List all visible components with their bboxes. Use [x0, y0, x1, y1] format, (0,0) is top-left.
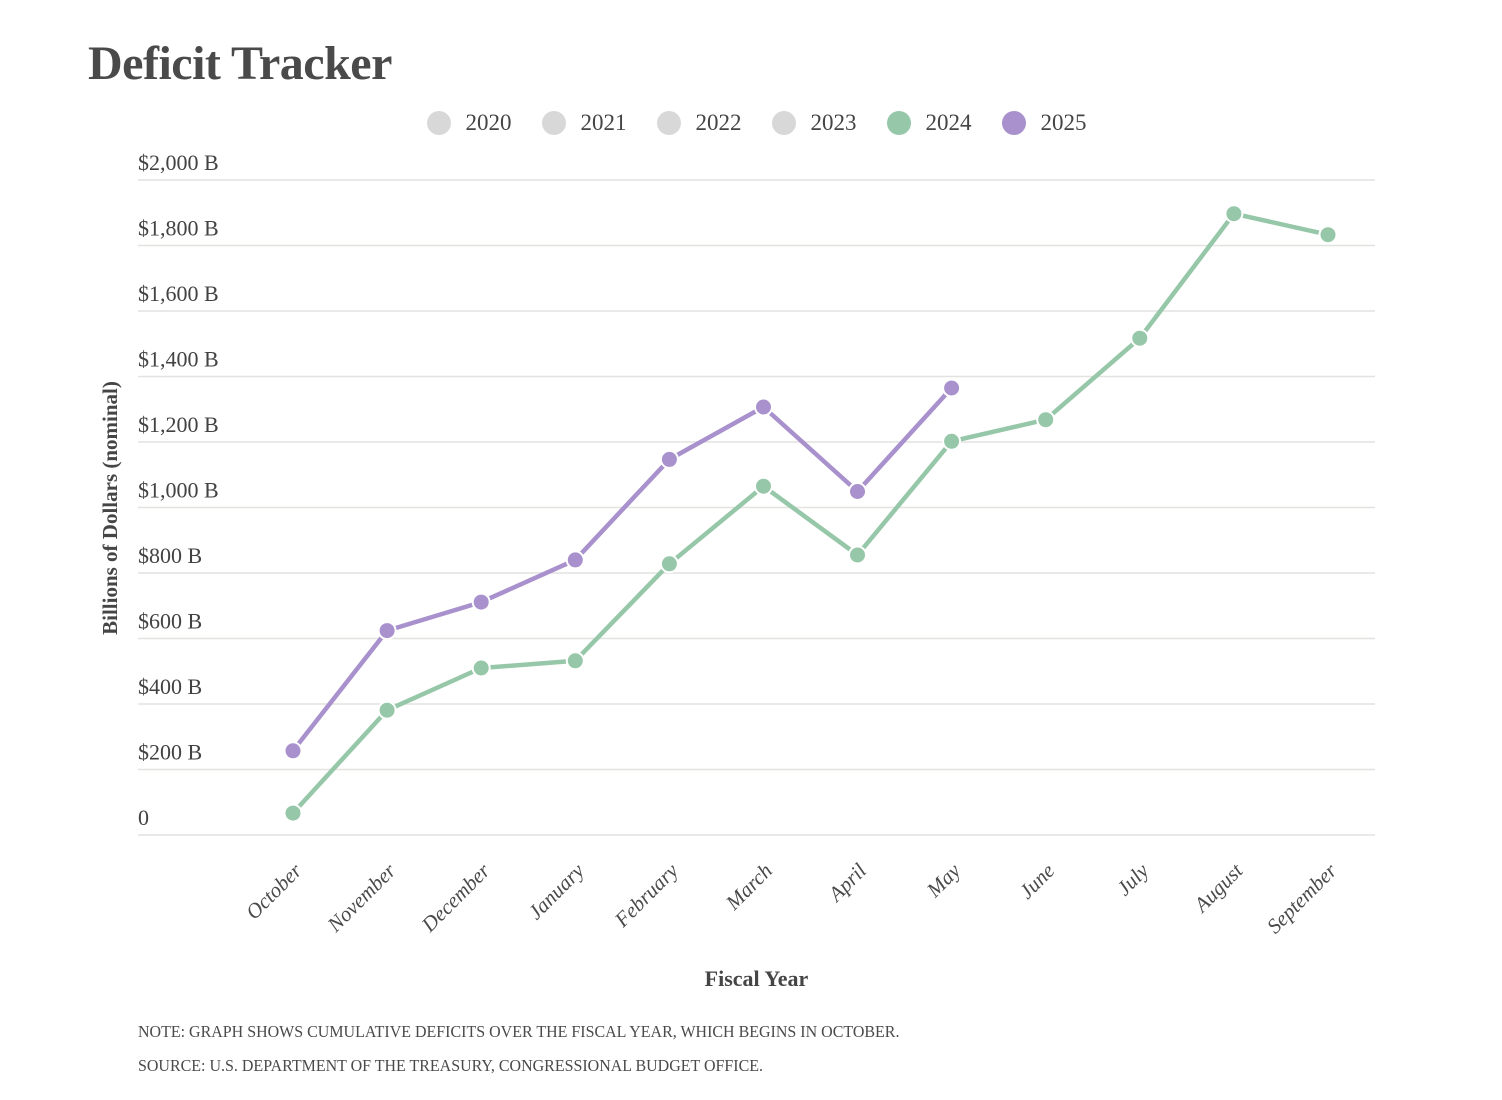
series-line-2025 — [290, 385, 954, 754]
y-tick-label: 0 — [138, 805, 149, 830]
legend-item-2022[interactable]: 2022 — [656, 110, 742, 136]
x-tick-label-September: September — [1262, 858, 1342, 938]
x-axis-tick-labels: October November December January February Ma… — [241, 858, 1342, 938]
data-point-2024-July[interactable] — [1130, 328, 1150, 348]
legend-label: 2025 — [1040, 110, 1087, 135]
legend-item-2024[interactable]: 2024 — [886, 110, 972, 136]
legend-item-2020[interactable]: 2020 — [426, 110, 512, 136]
legend-dot-2024 — [886, 111, 911, 135]
legend-dot-2022 — [656, 111, 681, 135]
data-point-2024-April[interactable] — [848, 545, 867, 565]
legend-item-2025[interactable]: 2025 — [1001, 110, 1087, 136]
legend-dot-2023 — [771, 111, 796, 135]
chart-note: NOTE: GRAPH SHOWS CUMULATIVE DEFICITS OV… — [138, 1022, 900, 1041]
data-point-2024-January[interactable] — [565, 651, 585, 671]
x-tick-label-April: April — [822, 858, 871, 907]
y-tick-label: $1,600 B — [138, 281, 219, 306]
x-tick-label-May: May — [921, 858, 966, 903]
data-point-2025-October[interactable] — [283, 741, 303, 761]
data-point-2024-December[interactable] — [471, 658, 491, 678]
series-line-2024 — [290, 211, 1331, 816]
legend-label: 2020 — [465, 110, 512, 135]
legend-label: 2021 — [580, 110, 627, 135]
data-point-2025-April[interactable] — [848, 482, 867, 501]
y-axis-title: Billions of Dollars (nominal) — [98, 381, 122, 635]
chart-source: SOURCE: U.S. DEPARTMENT OF THE TREASURY,… — [138, 1056, 764, 1075]
y-tick-label: $400 B — [138, 674, 202, 699]
legend-label: 2023 — [810, 110, 857, 135]
y-axis-tick-labels: $2,000 B $1,800 B $1,600 B $1,400 B $1,200 B… — [138, 150, 219, 830]
x-tick-label-July: July — [1112, 858, 1154, 900]
y-tick-label: $1,200 B — [138, 412, 219, 437]
x-tick-label-March: March — [720, 859, 777, 916]
data-point-2025-March[interactable] — [754, 397, 773, 417]
y-tick-label: $1,000 B — [138, 478, 219, 503]
data-point-2025-February[interactable] — [659, 449, 679, 469]
x-tick-label-February: February — [609, 858, 683, 932]
legend-item-2021[interactable]: 2021 — [541, 110, 627, 136]
y-tick-label: $600 B — [138, 609, 202, 634]
y-tick-label: $200 B — [138, 740, 202, 765]
legend-label: 2024 — [925, 110, 972, 135]
data-point-2025-December[interactable] — [471, 592, 491, 612]
series-2025 — [283, 378, 962, 761]
data-point-2024-February[interactable] — [659, 554, 679, 574]
y-tick-label: $800 B — [138, 543, 202, 568]
series-2024 — [283, 204, 1338, 823]
x-axis-title: Fiscal Year — [704, 966, 809, 991]
data-point-2025-January[interactable] — [565, 550, 585, 570]
y-tick-label: $2,000 B — [138, 150, 219, 175]
data-point-2024-September[interactable] — [1318, 225, 1338, 245]
data-point-2024-November[interactable] — [377, 700, 397, 720]
x-tick-label-December: December — [416, 858, 495, 937]
x-tick-label-June: June — [1014, 859, 1059, 904]
legend-label: 2022 — [695, 110, 742, 135]
x-tick-label-January: January — [523, 858, 589, 924]
chart-legend: 2020 2021 2022 2023 2024 2025 — [138, 110, 1375, 136]
legend-dot-2021 — [541, 111, 566, 135]
y-tick-label: $1,800 B — [138, 216, 219, 241]
data-point-2024-March[interactable] — [754, 476, 773, 496]
x-tick-label-November: November — [322, 858, 401, 937]
legend-dot-2020 — [426, 111, 451, 135]
data-point-2024-August[interactable] — [1224, 204, 1244, 224]
data-point-2025-November[interactable] — [377, 621, 397, 641]
data-point-2024-May[interactable] — [942, 431, 962, 451]
y-tick-label: $1,400 B — [138, 347, 219, 372]
deficit-line-chart: $2,000 B $1,800 B $1,600 B $1,400 B $1,200 B… — [98, 150, 1375, 938]
legend-dot-2025 — [1001, 111, 1026, 135]
page-title: Deficit Tracker — [88, 37, 392, 90]
x-tick-label-August: August — [1188, 858, 1248, 918]
legend-item-2023[interactable]: 2023 — [771, 110, 857, 136]
x-tick-label-October: October — [241, 858, 307, 924]
data-point-2025-May[interactable] — [942, 378, 962, 398]
gridlines — [138, 179, 1375, 836]
data-point-2024-June[interactable] — [1036, 410, 1056, 430]
data-point-2024-October[interactable] — [283, 803, 303, 823]
